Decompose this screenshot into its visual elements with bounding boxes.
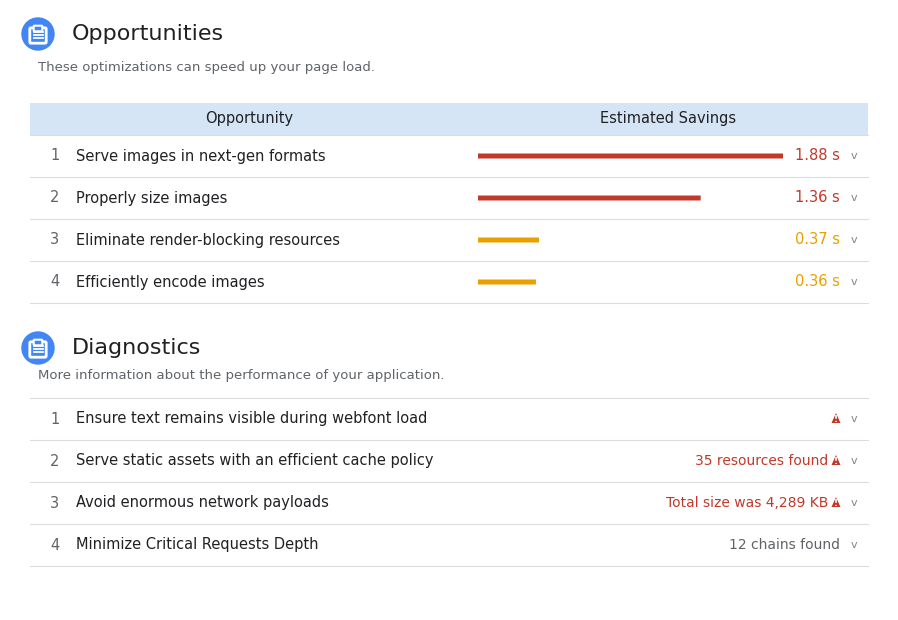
Text: More information about the performance of your application.: More information about the performance o… <box>38 370 445 383</box>
Text: 1.88 s: 1.88 s <box>795 149 840 164</box>
Text: 12 chains found: 12 chains found <box>729 538 840 552</box>
FancyBboxPatch shape <box>478 154 783 159</box>
Text: 2: 2 <box>50 453 59 469</box>
Text: 0.37 s: 0.37 s <box>795 232 840 247</box>
Text: v: v <box>850 235 858 245</box>
FancyBboxPatch shape <box>30 103 868 135</box>
Text: 1.36 s: 1.36 s <box>796 190 840 205</box>
Text: Total size was 4,289 KB: Total size was 4,289 KB <box>665 496 828 510</box>
Text: 2: 2 <box>50 190 59 205</box>
Text: Ensure text remains visible during webfont load: Ensure text remains visible during webfo… <box>76 412 427 427</box>
Polygon shape <box>832 455 841 465</box>
Text: !: ! <box>834 500 838 508</box>
Text: v: v <box>850 151 858 161</box>
Text: Opportunity: Opportunity <box>205 112 293 126</box>
Text: These optimizations can speed up your page load.: These optimizations can speed up your pa… <box>38 61 375 74</box>
Text: 3: 3 <box>50 232 59 247</box>
FancyBboxPatch shape <box>478 195 700 200</box>
Polygon shape <box>832 497 841 507</box>
Text: !: ! <box>834 415 838 425</box>
FancyBboxPatch shape <box>478 280 536 285</box>
Text: v: v <box>850 277 858 287</box>
Text: Avoid enormous network payloads: Avoid enormous network payloads <box>76 495 329 510</box>
Text: v: v <box>850 540 858 550</box>
Text: 0.36 s: 0.36 s <box>795 275 840 290</box>
Text: v: v <box>850 193 858 203</box>
Text: 35 resources found: 35 resources found <box>695 454 828 468</box>
Text: Serve images in next-gen formats: Serve images in next-gen formats <box>76 149 326 164</box>
Text: v: v <box>850 456 858 466</box>
Text: Efficiently encode images: Efficiently encode images <box>76 275 265 290</box>
Text: 4: 4 <box>50 538 59 552</box>
FancyBboxPatch shape <box>478 237 539 242</box>
Text: !: ! <box>834 458 838 466</box>
Text: 3: 3 <box>50 495 59 510</box>
Text: Minimize Critical Requests Depth: Minimize Critical Requests Depth <box>76 538 319 552</box>
Text: v: v <box>850 498 858 508</box>
Text: v: v <box>850 414 858 424</box>
FancyBboxPatch shape <box>34 25 42 31</box>
Circle shape <box>22 332 54 364</box>
Text: 1: 1 <box>50 149 59 164</box>
Text: Diagnostics: Diagnostics <box>72 338 201 358</box>
Text: Estimated Savings: Estimated Savings <box>600 112 736 126</box>
Text: 4: 4 <box>50 275 59 290</box>
FancyBboxPatch shape <box>34 340 42 345</box>
Text: Properly size images: Properly size images <box>76 190 227 205</box>
Polygon shape <box>832 413 841 423</box>
Text: Serve static assets with an efficient cache policy: Serve static assets with an efficient ca… <box>76 453 434 469</box>
Text: 1: 1 <box>50 412 59 427</box>
Circle shape <box>22 18 54 50</box>
Text: Opportunities: Opportunities <box>72 24 224 44</box>
Text: Eliminate render-blocking resources: Eliminate render-blocking resources <box>76 232 340 247</box>
